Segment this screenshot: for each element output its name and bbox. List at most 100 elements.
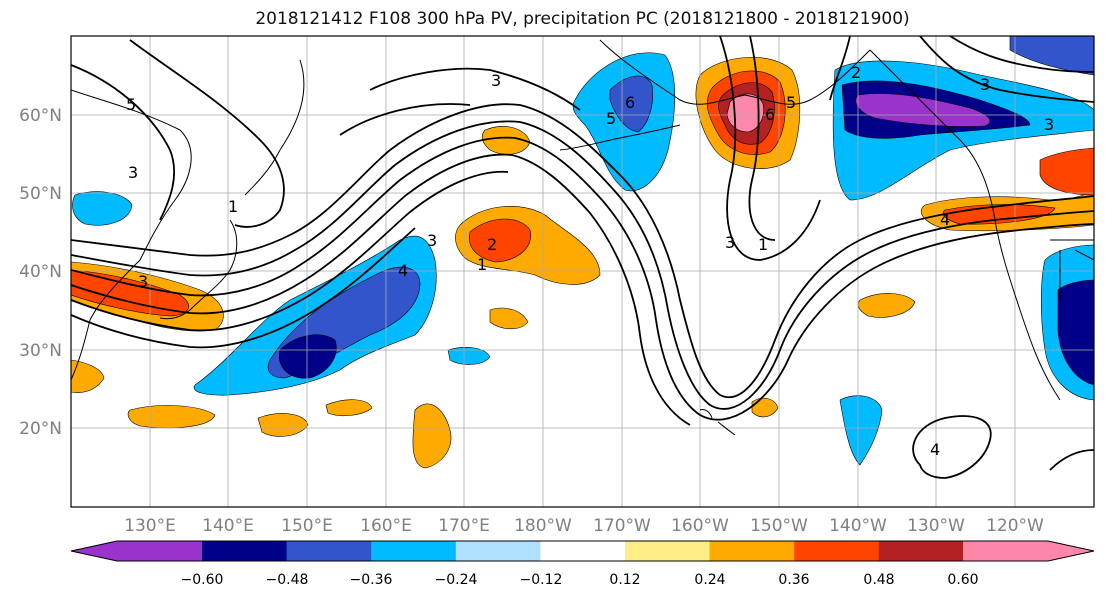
lon-tick-label: 130°W — [907, 516, 965, 536]
colorbar-segment — [202, 541, 288, 561]
contour-label: 6 — [625, 93, 635, 112]
contour-label: 1 — [228, 197, 238, 216]
coast-hawaii — [699, 409, 736, 436]
contour-label: 5 — [786, 93, 796, 112]
lat-tick-label: 60°N — [19, 106, 62, 126]
colorbar-segment — [455, 541, 541, 561]
lat-tick-label: 30°N — [19, 341, 62, 361]
contour-label: 3 — [128, 163, 138, 182]
lon-tick-labels: 130°E 140°E 150°E 160°E 170°E 180°W 170°… — [124, 516, 1044, 536]
coast-alaska — [599, 39, 871, 105]
colorbar-tick-label: 0.24 — [694, 572, 725, 588]
graticule — [71, 36, 1094, 507]
contour-label: 5 — [606, 109, 616, 128]
coast-na-interior — [1050, 239, 1094, 300]
contour-label: 3 — [138, 272, 148, 291]
precip-blob-central-blue-core — [279, 334, 337, 379]
contour-label: 5 — [126, 95, 136, 114]
pv-contour-4 — [71, 153, 691, 426]
contour-label: 2 — [487, 235, 497, 254]
precip-blob-bering-inner — [609, 75, 653, 133]
pv-contour-12 — [748, 36, 776, 241]
pv-contour-10 — [339, 103, 471, 136]
colorbar-tick-label: −0.48 — [266, 572, 309, 588]
colorbar: −0.60 −0.48 −0.36 −0.24 −0.12 0.12 0.24 … — [70, 540, 1095, 588]
coast-kamchatka — [244, 59, 305, 196]
colorbar-tick-label: 0.48 — [863, 572, 894, 588]
lon-tick-label: 160°E — [360, 516, 412, 536]
colorbar-outline — [70, 540, 1095, 562]
lon-tick-label: 180°W — [514, 516, 572, 536]
colorbar-tick-label: −0.24 — [435, 572, 478, 588]
precip-blob-small-3 — [412, 403, 452, 469]
pv-contour-11 — [719, 36, 821, 261]
lon-tick-label: 170°E — [438, 516, 490, 536]
pv-contour-labels: 5 3 3 6 5 3 2 1 4 3 2 6 5 3 3 4 4 1 1 3 — [126, 63, 1054, 459]
lon-tick-label: 160°W — [671, 516, 729, 536]
colorbar-tick-labels: −0.60 −0.48 −0.36 −0.24 −0.12 0.12 0.24 … — [181, 572, 979, 588]
precip-blob-small-12 — [71, 359, 105, 393]
lat-tick-label: 20°N — [19, 419, 62, 439]
pv-contour-17 — [1049, 449, 1094, 471]
lon-tick-label: 150°W — [750, 516, 808, 536]
precip-blob-small-8 — [257, 413, 309, 437]
colorbar-tick-label: −0.36 — [350, 572, 393, 588]
contour-label: 4 — [930, 440, 940, 459]
pv-contour-14 — [949, 36, 1094, 73]
pv-contour-1 — [71, 103, 1094, 398]
lon-tick-label: 170°W — [593, 516, 651, 536]
coast-aleutians — [559, 124, 681, 151]
lon-tick-label: 130°E — [124, 516, 176, 536]
contour-label: 3 — [725, 233, 735, 252]
colorbar-segments — [71, 541, 1094, 561]
lon-tick-label: 140°E — [202, 516, 254, 536]
colorbar-tick-label: −0.60 — [181, 572, 224, 588]
pv-contour-8 — [129, 39, 285, 228]
coast-japan — [159, 219, 238, 320]
pv-contour-15 — [829, 36, 851, 101]
lon-tick-label: 150°E — [281, 516, 333, 536]
coast-asia — [71, 89, 192, 381]
contour-label: 4 — [398, 261, 408, 280]
precip-blob-small-1 — [72, 191, 133, 226]
contour-label: 3 — [491, 71, 501, 90]
pv-contours — [71, 36, 1094, 479]
colorbar-tick-label: 0.12 — [609, 572, 640, 588]
map-title: 2018121412 F108 300 hPa PV, precipitatio… — [255, 9, 910, 29]
colorbar-segment — [794, 541, 880, 561]
colorbar-segment — [625, 541, 711, 561]
contour-label: 3 — [1044, 115, 1054, 134]
precip-blob-small-5 — [839, 395, 883, 466]
lat-tick-label: 40°N — [19, 262, 62, 282]
colorbar-tick-label: 0.36 — [778, 572, 809, 588]
lat-tick-labels: 60°N 50°N 40°N 30°N 20°N — [19, 106, 62, 439]
precip-blob-small-6 — [489, 307, 529, 330]
colorbar-segment — [540, 541, 626, 561]
precip-blob-japan-core — [71, 269, 189, 317]
pv-contour-7 — [71, 64, 175, 221]
colorbar-segment — [709, 541, 795, 561]
contour-label: 3 — [427, 231, 437, 250]
colorbar-segment — [371, 541, 457, 561]
colorbar-tick-label: −0.12 — [520, 572, 563, 588]
pv-contour-5 — [71, 170, 509, 332]
colorbar-segment — [963, 541, 1094, 561]
contour-label: 4 — [940, 210, 950, 229]
colorbar-tick-label: 0.60 — [947, 572, 978, 588]
map-frame — [70, 35, 1095, 508]
pv-contour-2 — [71, 120, 1094, 410]
precip-blob-small-10 — [325, 399, 373, 417]
pv-contour-16 — [912, 415, 992, 479]
pv-contour-6 — [71, 227, 416, 349]
contour-label: 3 — [980, 75, 990, 94]
precip-blob-small-4 — [857, 293, 916, 318]
lat-tick-label: 50°N — [19, 184, 62, 204]
lon-tick-label: 120°W — [986, 516, 1044, 536]
pv-contour-9 — [369, 67, 581, 111]
colorbar-segment — [286, 541, 372, 561]
contour-label: 2 — [851, 63, 861, 82]
contour-label: 1 — [758, 235, 768, 254]
contour-label: 6 — [765, 105, 775, 124]
precip-blob-dateline-core — [468, 218, 532, 263]
